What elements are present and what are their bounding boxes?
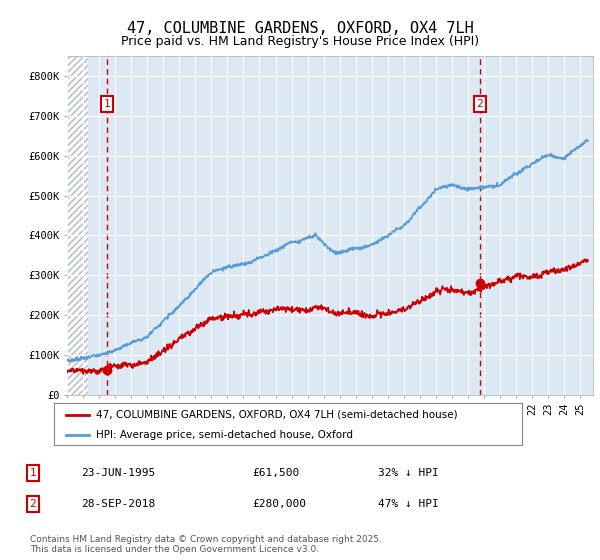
Text: 32% ↓ HPI: 32% ↓ HPI bbox=[378, 468, 439, 478]
Text: 47, COLUMBINE GARDENS, OXFORD, OX4 7LH: 47, COLUMBINE GARDENS, OXFORD, OX4 7LH bbox=[127, 21, 473, 36]
Text: 1: 1 bbox=[104, 99, 110, 109]
Text: £280,000: £280,000 bbox=[252, 499, 306, 509]
Text: 2: 2 bbox=[476, 99, 483, 109]
Text: 47, COLUMBINE GARDENS, OXFORD, OX4 7LH (semi-detached house): 47, COLUMBINE GARDENS, OXFORD, OX4 7LH (… bbox=[96, 409, 458, 419]
Text: 1: 1 bbox=[29, 468, 37, 478]
Text: Price paid vs. HM Land Registry's House Price Index (HPI): Price paid vs. HM Land Registry's House … bbox=[121, 35, 479, 48]
Text: Contains HM Land Registry data © Crown copyright and database right 2025.
This d: Contains HM Land Registry data © Crown c… bbox=[30, 535, 382, 554]
Bar bbox=[67, 56, 88, 395]
Text: 47% ↓ HPI: 47% ↓ HPI bbox=[378, 499, 439, 509]
Text: 28-SEP-2018: 28-SEP-2018 bbox=[81, 499, 155, 509]
Text: £61,500: £61,500 bbox=[252, 468, 299, 478]
Text: 2: 2 bbox=[29, 499, 37, 509]
Text: 23-JUN-1995: 23-JUN-1995 bbox=[81, 468, 155, 478]
Text: HPI: Average price, semi-detached house, Oxford: HPI: Average price, semi-detached house,… bbox=[96, 430, 353, 440]
